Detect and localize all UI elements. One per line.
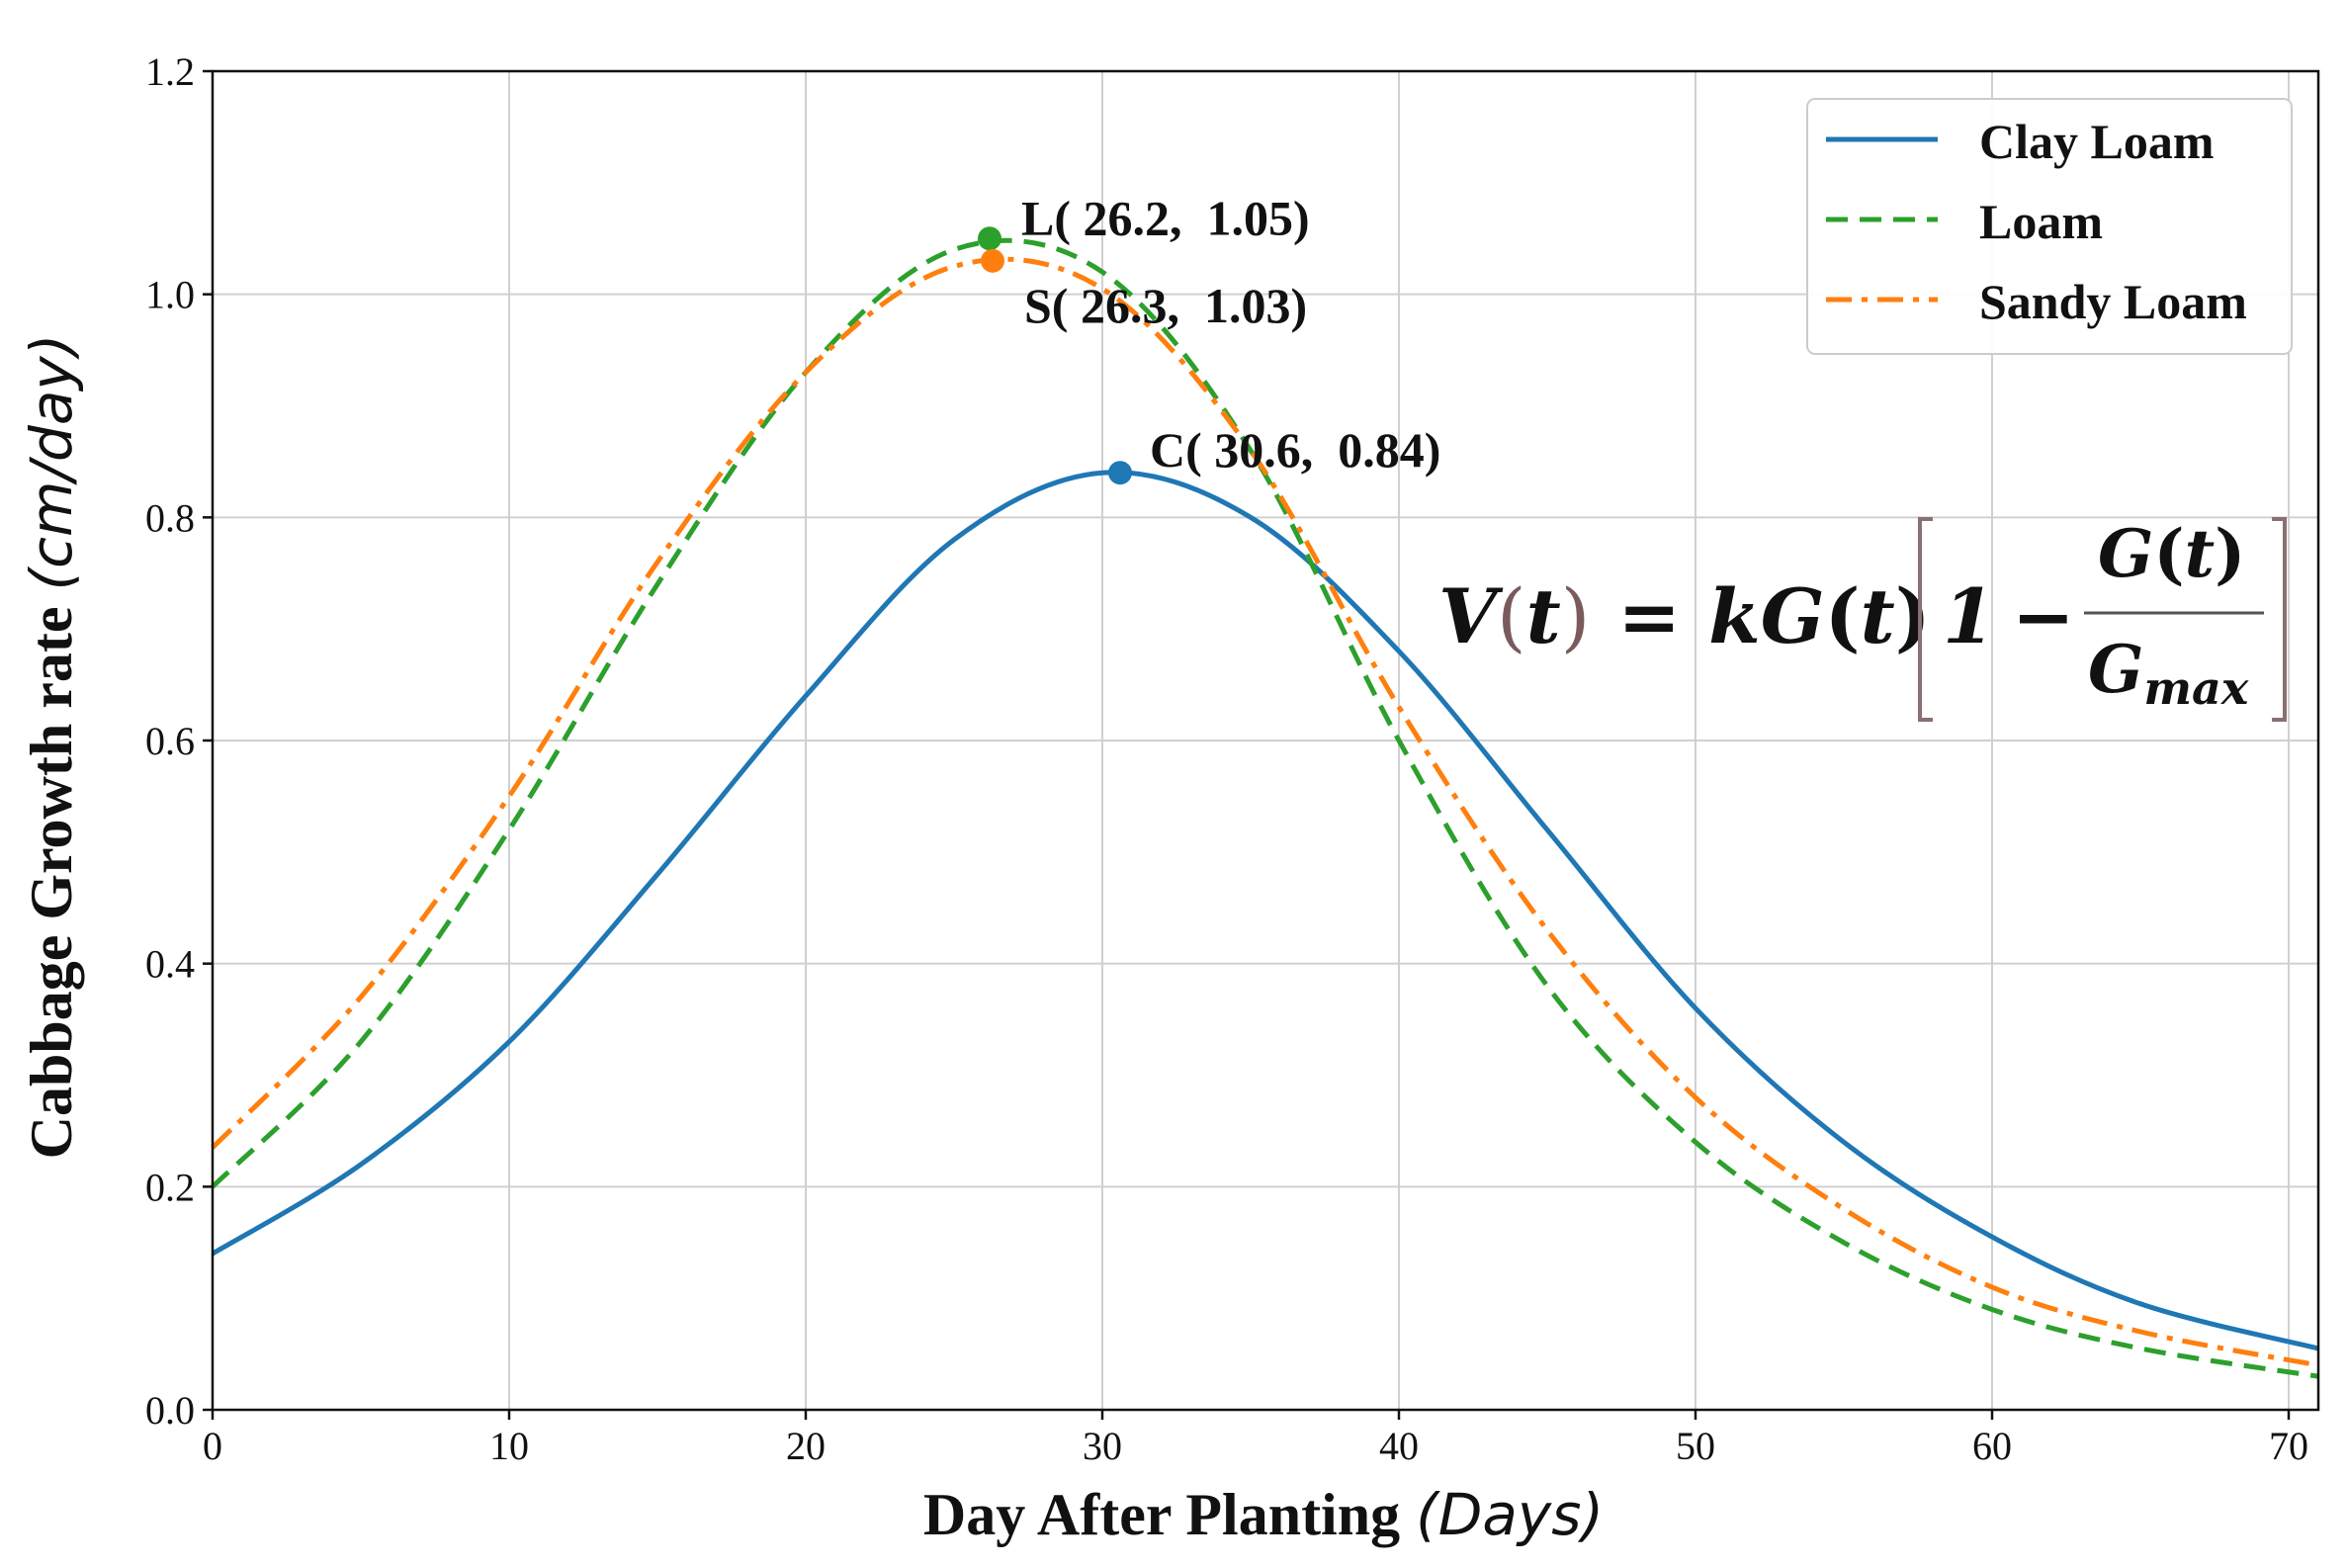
formula-t1: t: [1526, 572, 1561, 660]
peak-marker-sandy-loam: [981, 248, 1004, 273]
svg-text:Gmax: Gmax: [2088, 631, 2249, 715]
series-line-loam: [211, 237, 2319, 1379]
x-tick-label: 20: [786, 1424, 826, 1468]
series-line-sandy-loam: [211, 256, 2319, 1368]
svg-text:G(t): G(t): [2098, 515, 2245, 592]
y-axis-title: Cabbage Growth rate (cm/day): [18, 334, 85, 1160]
formula-right-bracket: [2272, 517, 2287, 722]
x-axis-unit: (Days): [1416, 1481, 1604, 1548]
formula-t3: t: [2185, 515, 2216, 592]
formula-equals: =: [1617, 572, 1681, 660]
x-tick-label: 0: [203, 1424, 222, 1468]
formula-gmax-sub: max: [2143, 661, 2248, 715]
formula-k: k: [1708, 572, 1761, 660]
formula-v: V: [1438, 572, 1504, 660]
x-tick-label: 30: [1083, 1424, 1122, 1468]
formula-gmax: G: [2088, 631, 2143, 708]
peak-label-clay-loam: C( 30.6, 0.84): [1150, 422, 1440, 478]
x-axis-label: Day After Planting: [923, 1482, 1400, 1547]
peak-marker-clay-loam: [1108, 461, 1132, 485]
axis-ticks: 0 10 20 30 40 50 60 70 0.0 0.2 0.4 0.6 0.8 1.0 1.2: [145, 49, 2308, 1468]
legend-label-sandy-loam: Sandy Loam: [1979, 274, 2247, 329]
y-tick-label: 1.2: [145, 49, 195, 94]
y-tick-label: 1.0: [145, 273, 195, 317]
formula-left-bracket: [1918, 517, 1933, 722]
formula-g-num: G: [2098, 515, 2153, 592]
formula-one: 1: [1943, 572, 1995, 660]
y-tick-label: 0.8: [145, 495, 195, 540]
legend: Clay Loam Loam Sandy Loam: [1806, 98, 2293, 355]
y-tick-label: 0.0: [145, 1388, 195, 1433]
series-lines: [211, 237, 2319, 1379]
y-tick-label: 0.2: [145, 1165, 195, 1209]
y-axis-unit: (cm/day): [18, 334, 85, 591]
peak-markers: L( 26.2, 1.05) S( 26.3, 1.03) C( 30.6, 0.8…: [978, 190, 1440, 485]
svg-text:V(t)=kG(t): V(t) = kG(t): [1438, 572, 1931, 660]
peak-label-loam: L( 26.2, 1.05): [1021, 190, 1310, 245]
legend-box: [1806, 98, 2293, 355]
x-tick-label: 50: [1676, 1424, 1715, 1468]
legend-label-loam: Loam: [1979, 194, 2103, 249]
formula-t2: t: [1861, 572, 1895, 660]
y-axis-label: Cabbage Growth rate: [19, 607, 84, 1160]
legend-label-clay-loam: Clay Loam: [1979, 114, 2215, 169]
x-tick-label: 70: [2269, 1424, 2308, 1468]
x-axis-title: Day After Planting (Days): [923, 1481, 1604, 1548]
peak-marker-loam: [978, 226, 1001, 251]
formula-g: G: [1761, 572, 1825, 660]
x-tick-label: 10: [489, 1424, 529, 1468]
y-tick-label: 0.6: [145, 719, 195, 763]
formula: V(t) = kG(t) 1 − G(t) Gmax: [1438, 515, 2287, 722]
x-tick-label: 60: [1972, 1424, 2012, 1468]
x-tick-label: 40: [1379, 1424, 1419, 1468]
series-line-clay-loam: [211, 470, 2319, 1351]
formula-minus: −: [2012, 572, 2075, 660]
y-tick-label: 0.4: [145, 942, 195, 987]
peak-label-sandy-loam: S( 26.3, 1.03): [1024, 278, 1307, 333]
